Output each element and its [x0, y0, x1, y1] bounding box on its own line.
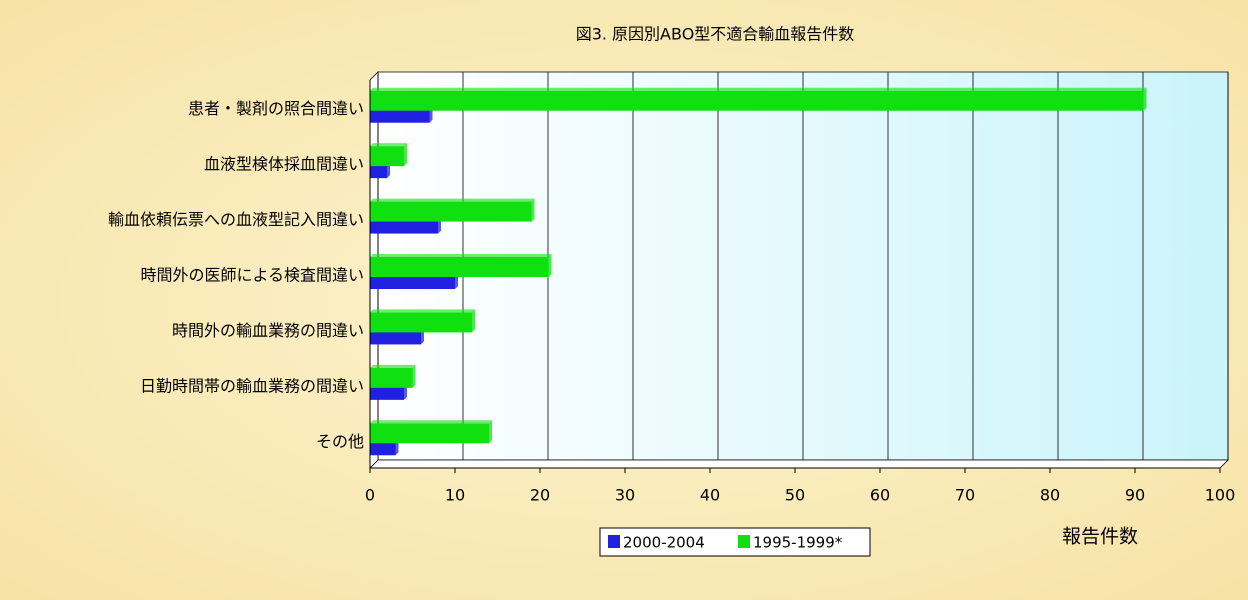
legend-label: 2000-2004 — [623, 534, 705, 552]
y-tick-label: 患者・製剤の照合間違い — [188, 99, 364, 118]
chart-title: 図3. 原因別ABO型不適合輸血報告件数 — [576, 25, 855, 44]
bar-top — [370, 364, 416, 368]
bar-side — [489, 420, 492, 444]
bar — [370, 257, 549, 277]
bar — [370, 146, 404, 167]
x-tick-label: 50 — [785, 486, 805, 505]
x-tick-label: 20 — [530, 486, 550, 505]
legend-swatch — [608, 535, 620, 548]
bar — [370, 274, 455, 289]
x-axis-title: 報告件数 — [1062, 526, 1138, 548]
bar — [370, 367, 413, 388]
bar — [370, 440, 396, 456]
bar-side — [531, 198, 535, 222]
bar-top — [370, 87, 1147, 91]
bar — [370, 329, 421, 345]
plot-floor — [369, 459, 1229, 469]
y-tick-label: 時間外の輸血業務の間違い — [172, 321, 364, 340]
bar — [370, 163, 387, 179]
bar — [370, 107, 430, 123]
bar — [370, 423, 489, 444]
bar — [370, 90, 1144, 111]
bar — [370, 312, 472, 333]
y-tick-label: 血液型検体採血間違い — [204, 155, 364, 174]
x-tick-label: 30 — [615, 486, 635, 505]
bar-side — [404, 143, 407, 167]
y-tick-label: 輸血依頼伝票への血液型記入間違い — [108, 210, 364, 229]
bar-side — [472, 309, 475, 333]
y-tick-label: 時間外の医師による検査間違い — [140, 266, 364, 285]
x-tick-label: 10 — [445, 486, 465, 505]
x-tick-label: 0 — [365, 486, 375, 505]
x-tick-label: 80 — [1040, 486, 1060, 505]
x-tick-label: 60 — [870, 486, 890, 505]
x-tick-label: 100 — [1205, 486, 1236, 505]
bar-top — [370, 309, 475, 313]
bar — [370, 218, 438, 234]
bar-top — [370, 143, 407, 147]
bar-side — [412, 364, 416, 388]
bar-top — [370, 420, 492, 424]
legend-label: 1995-1999* — [753, 534, 843, 552]
bar-side — [1143, 87, 1147, 111]
x-tick-label: 70 — [955, 486, 975, 505]
y-tick-label: 日勤時間帯の輸血業務の間違い — [140, 376, 364, 395]
bar-side — [548, 254, 552, 277]
bar-top — [370, 198, 535, 202]
y-tick-label: その他 — [316, 432, 364, 451]
legend-swatch — [738, 535, 750, 548]
x-tick-label: 90 — [1125, 486, 1145, 505]
bar — [370, 384, 404, 400]
x-tick-label: 40 — [700, 486, 720, 505]
bar — [370, 201, 532, 222]
legend-box — [599, 527, 871, 557]
bar-top — [370, 254, 552, 257]
